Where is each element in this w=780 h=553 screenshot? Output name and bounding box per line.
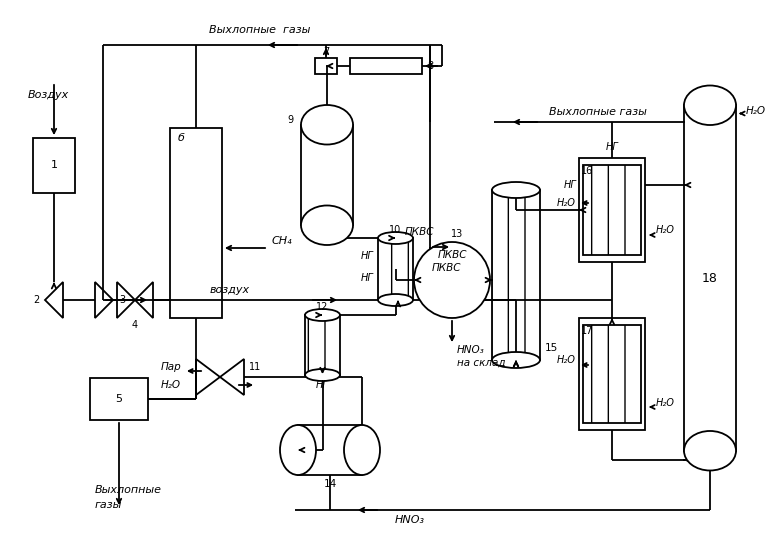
Text: 16: 16 [581, 166, 594, 176]
Bar [579, 318, 645, 430]
Text: HNO₃: HNO₃ [457, 345, 484, 355]
Text: 17: 17 [581, 326, 594, 336]
Text: 8: 8 [427, 61, 433, 71]
Text: НГ: НГ [563, 180, 576, 190]
Text: НГ: НГ [360, 273, 373, 283]
Text: 11: 11 [249, 362, 261, 372]
Text: Пар: Пар [160, 362, 181, 372]
Ellipse shape [378, 294, 413, 306]
Bar [305, 315, 340, 375]
Text: 10: 10 [389, 225, 402, 235]
Bar [315, 58, 337, 74]
Bar [350, 58, 422, 74]
Ellipse shape [280, 425, 316, 475]
Bar [33, 138, 75, 193]
Text: Выхлопные: Выхлопные [95, 485, 162, 495]
Text: 4: 4 [132, 320, 138, 330]
Text: ПКВС: ПКВС [432, 263, 462, 273]
Bar [90, 378, 148, 420]
Text: СН₄: СН₄ [272, 236, 292, 246]
Bar [579, 158, 645, 262]
Text: Н₂О: Н₂О [161, 380, 181, 390]
Bar [302, 125, 353, 225]
Text: НГ: НГ [605, 142, 619, 152]
Ellipse shape [684, 86, 736, 125]
Text: на склад: на склад [457, 358, 505, 368]
Ellipse shape [344, 425, 380, 475]
Bar [378, 238, 413, 300]
Text: 5: 5 [115, 394, 122, 404]
Text: 7: 7 [323, 47, 329, 57]
Text: 1: 1 [51, 160, 58, 170]
Text: Выхлопные  газы: Выхлопные газы [209, 25, 310, 35]
Text: 18: 18 [702, 272, 718, 284]
Text: Н₂О: Н₂О [656, 225, 675, 235]
Bar [298, 425, 362, 475]
Text: Н₂О: Н₂О [557, 355, 576, 365]
Bar [492, 190, 540, 360]
Text: б: б [178, 133, 185, 143]
Text: 12: 12 [317, 302, 328, 312]
Ellipse shape [301, 105, 353, 144]
Text: 9: 9 [288, 115, 294, 125]
Text: газы: газы [95, 500, 122, 510]
Text: ПКВС: ПКВС [438, 250, 467, 260]
Bar [170, 128, 222, 318]
Text: воздух: воздух [210, 285, 250, 295]
Ellipse shape [301, 206, 353, 245]
Text: 13: 13 [451, 229, 463, 239]
Text: H₂O: H₂O [746, 106, 766, 116]
Text: 15: 15 [545, 343, 558, 353]
Text: Н₂О: Н₂О [557, 198, 576, 208]
Text: ПКВС: ПКВС [404, 227, 434, 237]
Ellipse shape [492, 182, 540, 198]
Bar [583, 325, 641, 423]
Ellipse shape [492, 352, 540, 368]
Text: НГ: НГ [360, 251, 373, 261]
Ellipse shape [305, 369, 340, 381]
Bar [301, 125, 353, 225]
Ellipse shape [684, 431, 736, 471]
Text: 14: 14 [324, 479, 337, 489]
Text: Н₂О: Н₂О [656, 398, 675, 408]
Text: НГ: НГ [316, 380, 329, 390]
Ellipse shape [305, 309, 340, 321]
Text: HNO₃: HNO₃ [395, 515, 425, 525]
Text: 2: 2 [33, 295, 39, 305]
Text: Воздух: Воздух [28, 90, 69, 100]
Text: Выхлопные газы: Выхлопные газы [549, 107, 647, 117]
Ellipse shape [378, 232, 413, 244]
Text: 3: 3 [119, 295, 125, 305]
Bar [685, 105, 736, 451]
Bar [583, 165, 641, 255]
Ellipse shape [414, 242, 490, 318]
Bar [684, 105, 736, 451]
